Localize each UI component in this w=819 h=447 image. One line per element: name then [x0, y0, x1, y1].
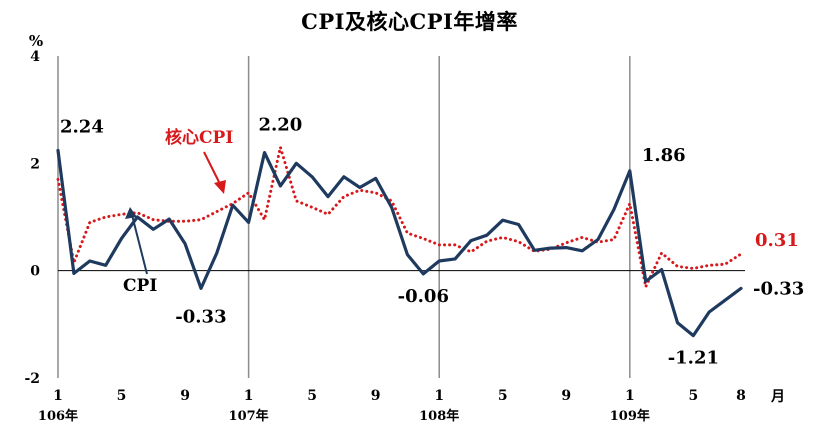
x-tick-label: 1 [625, 388, 635, 404]
value-label: -0.33 [175, 306, 226, 327]
y-tick-label: 2 [30, 156, 40, 172]
x-tick-label: 5 [307, 388, 317, 404]
value-label: 1.86 [642, 145, 686, 166]
cpi-callout-label: CPI [123, 276, 157, 296]
x-tick-label: 9 [561, 388, 571, 404]
y-axis-unit: % [29, 32, 43, 50]
series-lines [56, 145, 743, 338]
value-label: 2.20 [258, 115, 302, 136]
cpi-callout-arrow-line [131, 214, 148, 275]
axes: -2 0 2 4% 1 106年 5 9 1 107年 5 9 1 108年 5 9 1 109年 5 8 月 [24, 32, 785, 424]
cpi-arrowhead [125, 207, 137, 219]
x-year-label: 109年 [610, 408, 650, 424]
y-tick-label: 0 [30, 264, 40, 280]
core-cpi-callout-label: 核心CPI [165, 127, 233, 148]
chart-title: CPI及核心CPI年增率 [301, 9, 518, 34]
cpi-line [56, 148, 743, 338]
x-tick-label: 5 [117, 388, 127, 404]
value-label: -1.21 [668, 348, 719, 369]
value-label: 0.31 [755, 230, 799, 251]
core-cpi-arrowhead [214, 180, 226, 194]
x-year-label: 107年 [229, 408, 269, 424]
y-tick-label: 4 [30, 49, 40, 65]
x-year-label: 106年 [38, 408, 78, 424]
y-tick-label: -2 [24, 371, 40, 387]
x-tick-label: 1 [244, 388, 254, 404]
x-tick-label: 1 [53, 388, 63, 404]
core-cpi-line [56, 145, 743, 289]
x-tick-label: 8 [736, 388, 746, 404]
x-tick-label: 9 [371, 388, 381, 404]
x-tick-label: 9 [180, 388, 190, 404]
x-tick-label: 5 [688, 388, 698, 404]
value-label: 2.24 [60, 116, 104, 137]
x-axis-unit: 月 [770, 389, 785, 405]
annotations: 2.24 -0.33 2.20 -0.06 1.86 -1.21 -0.33 0.31 核心CP… [60, 115, 804, 369]
value-label: -0.06 [398, 286, 449, 307]
x-tick-label: 5 [498, 388, 508, 404]
x-tick-label: 1 [434, 388, 444, 404]
x-year-label: 108年 [419, 408, 459, 424]
value-label: -0.33 [753, 278, 804, 299]
